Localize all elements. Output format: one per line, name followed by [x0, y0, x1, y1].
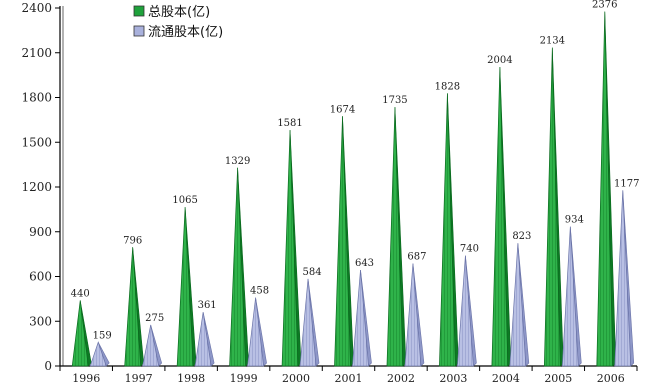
data-label: 740 — [460, 244, 479, 255]
y-tick-label: 1500 — [21, 135, 52, 149]
data-label: 361 — [198, 300, 217, 311]
data-label: 1674 — [330, 104, 355, 115]
y-tick-label: 1200 — [21, 180, 52, 194]
legend-swatch — [133, 25, 145, 37]
bar-float-2003 — [457, 255, 477, 367]
y-tick-label: 300 — [29, 314, 52, 328]
x-tick-label: 2005 — [544, 372, 572, 385]
data-label: 584 — [302, 267, 321, 278]
data-label: 440 — [71, 288, 90, 299]
x-tick-label: 2000 — [282, 372, 310, 385]
bar-total-2003 — [439, 93, 459, 367]
bar-total-1998 — [176, 207, 197, 367]
bar-float-1996 — [89, 341, 110, 367]
data-label: 934 — [565, 215, 584, 226]
bar-total-1997 — [124, 247, 144, 367]
y-tick-label: 2400 — [21, 1, 52, 15]
data-labels: 440 796 1065 1329 1581 1674 1735 1828 2004 2134 23… — [71, 0, 640, 341]
data-label: 458 — [250, 286, 269, 297]
x-tick-label: 1998 — [177, 372, 205, 385]
bar-total-1996 — [71, 300, 92, 367]
x-tick-label: 1997 — [125, 372, 153, 385]
x-tick-label: 2002 — [387, 372, 415, 385]
bar-float-2001 — [352, 270, 372, 367]
x-tick-label: 2004 — [492, 372, 520, 385]
data-label: 1581 — [277, 118, 302, 129]
y-tick-label: 0 — [44, 359, 52, 373]
data-label: 275 — [145, 313, 164, 324]
bar-total-1999 — [229, 167, 249, 367]
bar-total-2005 — [543, 47, 564, 367]
bar-total-2000 — [281, 130, 302, 367]
data-label: 2376 — [592, 0, 617, 11]
legend-swatch — [133, 5, 145, 17]
bar-total-2004 — [491, 67, 512, 367]
data-label: 1177 — [614, 178, 639, 189]
data-label: 1065 — [172, 195, 197, 206]
bar-float-2005 — [561, 226, 582, 367]
bar-float-2000 — [299, 278, 320, 367]
y-axis: 0 300 600 900 1200 1500 1800 2100 2400 — [21, 1, 64, 373]
data-label: 2004 — [487, 55, 512, 66]
data-label: 159 — [93, 330, 112, 341]
bar-float-2004 — [509, 243, 530, 367]
y-tick-label: 1800 — [21, 91, 52, 105]
legend: 总股本(亿) 流通股本(亿) — [133, 5, 223, 40]
y-tick-label: 900 — [29, 225, 52, 239]
x-tick-label: 1999 — [230, 372, 258, 385]
legend-label: 流通股本(亿) — [148, 25, 223, 40]
floor-plane — [60, 366, 643, 373]
x-tick-label: 2006 — [597, 372, 625, 385]
x-tick-label: 2001 — [335, 372, 363, 385]
data-label: 643 — [355, 258, 374, 269]
legend-label: 总股本(亿) — [148, 5, 210, 20]
data-label: 823 — [512, 231, 531, 242]
y-tick-label: 600 — [29, 270, 52, 284]
x-tick-label: 2003 — [439, 372, 467, 385]
data-label: 2134 — [540, 36, 565, 47]
bar-float-1998 — [194, 312, 215, 367]
bar-float-2002 — [404, 263, 425, 367]
data-label: 687 — [407, 252, 426, 263]
bar-float-2006 — [614, 190, 635, 367]
data-label: 1329 — [225, 156, 250, 167]
data-label: 1828 — [435, 81, 460, 92]
x-tick-label: 1996 — [72, 372, 100, 385]
chart-floor — [60, 366, 643, 373]
bar-total-2002 — [386, 107, 407, 367]
data-label: 1735 — [382, 95, 407, 106]
y-tick-label: 2100 — [21, 46, 52, 60]
bar-float-1997 — [142, 324, 163, 367]
bar-float-1999 — [247, 297, 267, 367]
bars — [71, 11, 635, 367]
data-label: 796 — [123, 235, 142, 246]
bar-total-2001 — [334, 116, 354, 367]
bar-total-2006 — [596, 11, 617, 367]
